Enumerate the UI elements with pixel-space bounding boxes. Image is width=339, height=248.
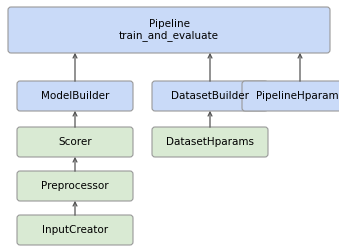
FancyBboxPatch shape bbox=[152, 81, 268, 111]
FancyBboxPatch shape bbox=[17, 81, 133, 111]
Text: InputCreator: InputCreator bbox=[42, 225, 108, 235]
Text: Pipeline
train_and_evaluate: Pipeline train_and_evaluate bbox=[119, 19, 219, 41]
Text: ModelBuilder: ModelBuilder bbox=[41, 91, 109, 101]
Text: DatasetBuilder: DatasetBuilder bbox=[171, 91, 249, 101]
FancyBboxPatch shape bbox=[17, 171, 133, 201]
Text: Scorer: Scorer bbox=[58, 137, 92, 147]
Text: Preprocessor: Preprocessor bbox=[41, 181, 109, 191]
Text: DatasetHparams: DatasetHparams bbox=[166, 137, 254, 147]
FancyBboxPatch shape bbox=[17, 215, 133, 245]
FancyBboxPatch shape bbox=[8, 7, 330, 53]
FancyBboxPatch shape bbox=[242, 81, 339, 111]
Text: PipelineHparams: PipelineHparams bbox=[256, 91, 339, 101]
FancyBboxPatch shape bbox=[152, 127, 268, 157]
FancyBboxPatch shape bbox=[17, 127, 133, 157]
